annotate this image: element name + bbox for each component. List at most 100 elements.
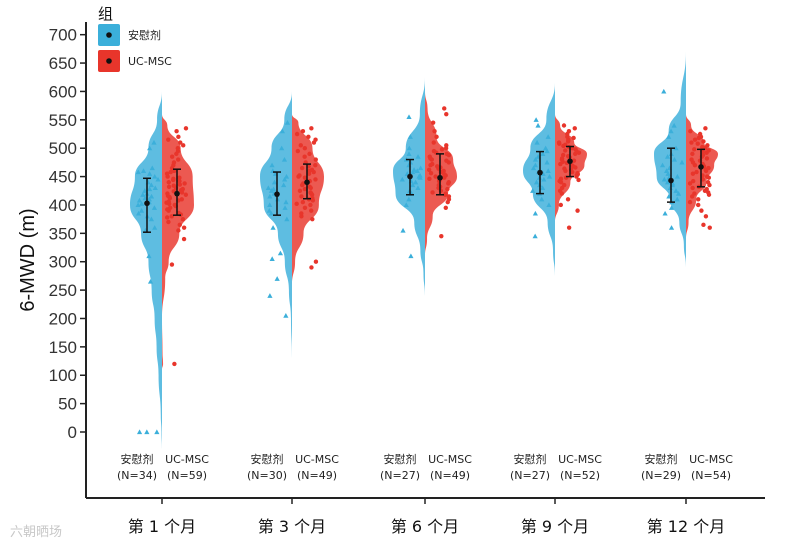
y-tick-label: 200	[49, 309, 77, 328]
group-name-label: UC-MSC	[558, 453, 602, 466]
data-point-placebo	[270, 225, 276, 230]
data-point-placebo	[148, 193, 155, 199]
data-point-ucmsc	[166, 180, 171, 185]
data-point-ucmsc	[181, 143, 186, 148]
data-point-ucmsc	[435, 164, 440, 169]
data-point-ucmsc	[443, 191, 448, 196]
data-point-ucmsc	[692, 147, 697, 152]
y-tick-label: 300	[49, 253, 77, 272]
data-point-placebo	[665, 171, 671, 176]
y-tick-label: 150	[49, 338, 77, 357]
y-tick-label: 100	[49, 366, 77, 385]
x-tick-label: 第 3 个月	[258, 517, 326, 536]
data-point-placebo	[283, 313, 289, 318]
y-tick-label: 500	[49, 139, 77, 158]
data-point-placebo	[152, 185, 158, 191]
data-point-ucmsc	[313, 177, 318, 182]
data-point-ucmsc	[704, 174, 710, 179]
data-point-ucmsc	[444, 158, 449, 163]
group-n-label: (N=29)	[641, 469, 681, 482]
mean-point	[698, 164, 704, 170]
data-point-placebo	[413, 179, 419, 185]
data-point-ucmsc	[566, 225, 572, 230]
data-point-placebo	[532, 162, 538, 168]
data-point-placebo	[281, 182, 287, 188]
data-point-ucmsc	[445, 186, 450, 192]
data-point-ucmsc	[563, 148, 568, 153]
data-point-ucmsc	[313, 157, 318, 162]
data-point-placebo	[535, 122, 541, 128]
data-point-placebo	[406, 114, 412, 120]
data-point-placebo	[403, 202, 409, 208]
group-name-label: 安慰剂	[514, 452, 547, 466]
data-point-placebo	[674, 196, 680, 202]
timepoint-group: 安慰剂 (N=27) UC-MSC (N=52)	[510, 82, 602, 482]
data-point-placebo	[408, 253, 414, 259]
y-tick-label: 50	[58, 395, 77, 414]
data-point-ucmsc	[300, 128, 306, 134]
data-point-ucmsc	[705, 180, 711, 185]
mean-point	[567, 158, 573, 165]
data-point-ucmsc	[302, 175, 308, 180]
data-point-ucmsc	[175, 146, 181, 151]
data-point-ucmsc	[299, 165, 305, 171]
data-point-ucmsc	[180, 216, 186, 222]
data-point-placebo	[267, 193, 273, 199]
data-point-ucmsc	[313, 259, 319, 264]
data-point-ucmsc	[697, 131, 703, 137]
data-point-ucmsc	[302, 154, 307, 159]
y-tick-label: 350	[49, 224, 77, 243]
data-point-ucmsc	[560, 152, 566, 158]
data-point-placebo	[406, 151, 412, 156]
data-point-placebo	[662, 210, 668, 216]
data-point-ucmsc	[692, 191, 697, 196]
data-point-ucmsc	[696, 202, 701, 208]
data-point-placebo	[277, 250, 284, 256]
data-point-ucmsc	[178, 140, 183, 145]
data-point-placebo	[659, 162, 666, 168]
data-point-ucmsc	[696, 197, 701, 202]
y-tick-label: 650	[49, 54, 77, 73]
data-point-ucmsc	[176, 157, 181, 162]
data-point-ucmsc	[169, 262, 175, 267]
group-name-label: UC-MSC	[295, 453, 339, 466]
data-point-ucmsc	[704, 156, 710, 161]
data-point-placebo	[270, 186, 277, 192]
data-point-ucmsc	[700, 144, 705, 150]
data-point-ucmsc	[575, 170, 580, 176]
data-point-ucmsc	[439, 147, 445, 152]
data-point-placebo	[151, 205, 158, 210]
mean-point	[174, 190, 180, 197]
data-point-ucmsc	[302, 205, 308, 210]
data-point-ucmsc	[298, 143, 303, 148]
data-point-placebo	[541, 176, 547, 182]
group-name-label: UC-MSC	[428, 453, 472, 466]
data-point-placebo	[679, 159, 685, 165]
data-point-ucmsc	[307, 151, 312, 157]
data-point-ucmsc	[166, 199, 171, 204]
data-point-ucmsc	[174, 128, 179, 134]
data-point-placebo	[135, 169, 141, 175]
group-n-label: (N=27)	[510, 469, 550, 482]
data-point-placebo	[410, 182, 416, 188]
data-point-ucmsc	[297, 188, 303, 193]
data-point-ucmsc	[572, 126, 577, 131]
data-point-ucmsc	[688, 128, 693, 134]
data-point-placebo	[532, 210, 538, 216]
data-point-ucmsc	[427, 154, 432, 159]
data-point-ucmsc	[165, 191, 170, 196]
data-point-ucmsc	[310, 195, 315, 201]
data-point-placebo	[147, 186, 153, 192]
y-tick-label: 450	[49, 168, 77, 187]
data-point-placebo	[146, 196, 152, 202]
mean-point	[304, 179, 310, 186]
data-point-placebo	[149, 165, 155, 171]
data-point-placebo	[543, 145, 549, 151]
data-point-ucmsc	[179, 197, 184, 202]
data-point-ucmsc	[427, 176, 432, 182]
data-point-placebo	[282, 176, 288, 182]
data-point-ucmsc	[300, 199, 306, 205]
data-point-placebo	[147, 278, 154, 284]
data-point-ucmsc	[694, 169, 699, 175]
